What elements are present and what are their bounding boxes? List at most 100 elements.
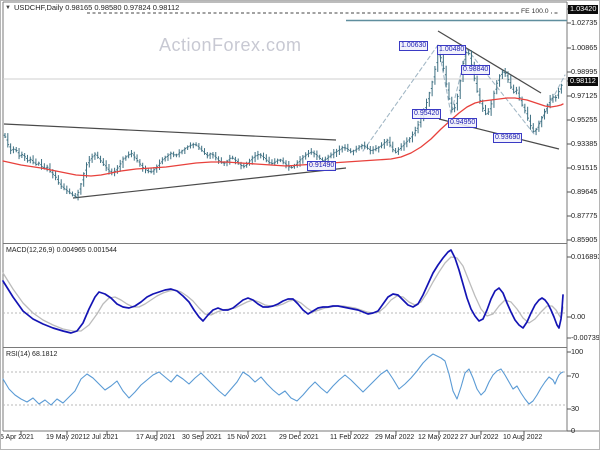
price-bar	[546, 103, 549, 114]
price-bar	[203, 148, 206, 155]
watermark: ActionForex.com	[159, 35, 302, 55]
macd-axis-label: -0.007393	[571, 333, 600, 342]
price-bar	[453, 103, 456, 113]
price-bar	[537, 120, 541, 132]
price-bar	[225, 159, 229, 167]
price-bar	[279, 158, 282, 163]
price-annotation[interactable]: 0.94950	[448, 118, 478, 128]
price-bar	[121, 156, 125, 168]
price-bar	[430, 80, 434, 97]
price-bar	[495, 80, 499, 95]
rsi-axis-label: 100	[571, 347, 584, 356]
price-bar	[110, 168, 114, 176]
macd-line	[2, 249, 564, 334]
rsi-axis-label: 30	[571, 404, 580, 413]
price-bar	[416, 120, 420, 134]
price-bar	[343, 144, 347, 151]
price-annotation[interactable]: 0.98840	[461, 65, 491, 75]
price-bar	[211, 152, 215, 159]
price-annotation[interactable]: 1.00480	[437, 45, 467, 55]
price-bar	[402, 140, 406, 151]
date-axis-label: 29 Mar 2022	[375, 434, 415, 441]
price-bar	[369, 146, 372, 155]
price-bar	[531, 123, 535, 133]
price-bar	[526, 106, 529, 121]
price-bar	[104, 160, 108, 172]
price-bar	[484, 104, 487, 116]
price-bar	[161, 157, 164, 165]
price-bar	[391, 141, 395, 153]
price-bar	[301, 155, 305, 164]
price-bar	[534, 128, 538, 136]
price-bar	[214, 152, 218, 161]
fib-extension-label: FE 100.0	[519, 8, 551, 16]
price-bar	[267, 156, 271, 165]
price-bar	[48, 163, 52, 173]
price-bar	[503, 68, 507, 77]
price-annotation[interactable]: 0.91490	[307, 161, 337, 171]
price-axis-label: 0.91515	[571, 163, 598, 172]
price-axis-label: 0.89645	[571, 187, 598, 196]
price-bar	[96, 151, 100, 159]
price-bar	[200, 145, 203, 152]
price-bar	[59, 179, 63, 189]
price-bar	[352, 149, 355, 156]
price-bar	[397, 147, 400, 155]
price-bar	[295, 160, 299, 168]
price-bar	[76, 189, 80, 201]
date-axis-label: 27 Jun 2022	[460, 434, 499, 441]
price-bar	[189, 142, 192, 149]
price-bar	[220, 157, 223, 164]
price-bar	[208, 152, 212, 159]
price-bar	[118, 159, 122, 172]
price-bar	[385, 138, 389, 146]
price-axis-label: 0.95255	[571, 115, 598, 124]
date-axis-label: 11 Feb 2022	[330, 434, 369, 441]
rsi-indicator-label: RSI(14) 68.1812	[6, 351, 58, 358]
price-bar	[363, 141, 366, 149]
price-bar	[141, 162, 144, 172]
price-bar	[20, 151, 24, 158]
price-bar	[456, 93, 459, 111]
price-bar	[318, 154, 322, 160]
symbol-dropdown-icon[interactable]: ▼	[5, 4, 11, 11]
price-annotation[interactable]: 1.00630	[399, 41, 429, 51]
price-bar	[346, 143, 350, 152]
price-bar	[284, 160, 288, 169]
price-axis-label: 0.85905	[571, 235, 598, 244]
price-annotation[interactable]: 0.93690	[493, 133, 523, 143]
price-bar	[130, 150, 133, 158]
price-bar	[245, 161, 248, 168]
price-bar	[256, 150, 260, 160]
price-bar	[399, 143, 403, 151]
price-bar	[163, 155, 167, 162]
price-bar	[543, 108, 546, 120]
price-bar	[135, 154, 139, 163]
price-bar	[34, 158, 38, 166]
price-bar	[197, 143, 201, 150]
price-bar	[349, 148, 352, 154]
trendline	[3, 123, 337, 141]
price-bar	[501, 69, 504, 79]
price-bar	[68, 188, 71, 195]
price-bar	[380, 142, 383, 149]
price-axis-label-highlighted: 0.98112	[568, 76, 598, 86]
price-bar	[73, 193, 77, 199]
price-bar	[304, 152, 307, 160]
price-annotation[interactable]: 0.95420	[412, 109, 442, 119]
price-bar	[405, 137, 409, 148]
price-bar	[554, 95, 558, 102]
price-bar	[360, 143, 364, 150]
price-bar	[88, 156, 91, 168]
price-bar	[335, 148, 338, 157]
price-bar	[366, 144, 369, 150]
price-axis-label-highlighted: 1.03420	[568, 4, 599, 14]
price-bar	[374, 145, 378, 152]
trendline	[437, 30, 542, 94]
price-bar	[377, 146, 381, 153]
price-axis-label: 0.87775	[571, 211, 598, 220]
moving-average-line	[2, 97, 564, 177]
price-bar	[354, 145, 358, 153]
price-bar	[447, 82, 451, 100]
